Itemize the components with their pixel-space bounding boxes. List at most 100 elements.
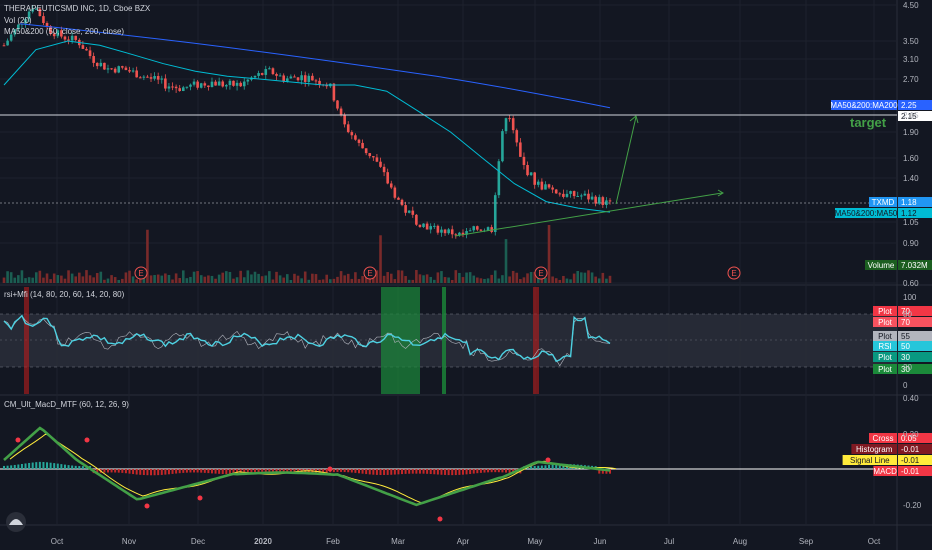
candle-body-52 [189,84,192,87]
txmd-tag-label: TXMD [872,198,895,207]
volume-bar-90 [325,274,329,283]
candle-body-70 [253,75,257,78]
candle-body-158 [569,191,572,194]
volume-bar-138 [497,278,501,283]
volume-bar-23 [85,270,88,283]
ma50-tag-label: MA50&200:MA50 [835,209,898,218]
candle-body-162 [583,193,587,196]
volume-bar-57 [207,275,210,283]
candle-body-92 [332,83,336,101]
volume-bar-82 [296,275,300,283]
rsi-tag-0-label-bg [873,306,897,316]
candle-body-72 [260,73,264,75]
candle-body-147 [529,172,533,176]
axis-labels: Oct Nov Dec 2020 Feb Mar Apr May Jun Jul Aug Sep Oct… [51,1,922,546]
volume-bar-153 [551,276,554,283]
candle-body-161 [580,195,583,197]
macd-histogram-bar-54 [196,469,199,473]
candle-body-51 [185,86,189,88]
volume-bar-58 [210,275,214,283]
candle-body-148 [533,172,536,185]
earnings-marker-3 [727,266,741,280]
volume-bar-114 [411,279,415,283]
macd-histogram-bar-5 [20,463,23,469]
macd-histogram-bar-109 [393,469,396,475]
ma50-tag-label-bg [835,208,897,218]
x-tick-2020-3: 2020 [254,537,272,546]
rsi-tag-3-value: 50 [901,342,910,351]
candle-body-88 [318,80,321,85]
macd-histogram-bar-64 [232,469,235,474]
x-tick-oct-12: Oct [868,537,881,546]
volume-bar-131 [472,275,476,283]
volume-bar-36 [131,276,135,283]
macd-histogram-bar-154 [555,464,558,469]
macd-histogram-bar-168 [605,469,608,474]
candle-body-154 [554,189,558,194]
volume-bar-163 [587,270,590,283]
candle-body-102 [368,153,372,157]
macd-histogram-bar-19 [71,465,74,469]
volume-bar-128 [461,277,465,283]
candle-body-155 [558,193,562,195]
volume-bar-84 [303,271,307,283]
volume-bar-78 [282,277,285,283]
volume-bar-10 [38,270,42,283]
candle-body-98 [354,135,357,140]
macd-histogram-bar-4 [17,464,20,469]
volume-bar-35 [128,270,131,283]
macd-histogram-bar-22 [81,466,84,469]
macd-cross-dot-3 [197,495,203,501]
volume-bar-72 [260,276,264,283]
macd-histogram-bar-34 [124,469,127,474]
volume-bar-116 [418,274,422,283]
rsi-tag-3-label-bg [873,341,897,351]
macd-histogram-bar-42 [153,469,156,476]
macd-histogram-bar-100 [361,469,364,474]
volume-bar-11 [42,277,45,283]
candle-body-87 [314,80,318,82]
macd-histogram-bar-131 [472,469,475,474]
macd-histogram-bar-73 [264,469,267,472]
macd-histogram-bar-62 [225,469,228,475]
macd-histogram-bar-92 [332,469,335,473]
macd-histogram-bar-155 [558,464,561,469]
macd-histogram-bar-26 [96,469,99,473]
trend-line[interactable] [454,192,723,237]
x-tick-jun-8: Jun [594,537,607,546]
volume-bar-91 [329,279,332,283]
macd-histogram-bar-31 [114,469,117,473]
volume-bar-99 [357,278,361,283]
macd-histogram-bar-33 [121,469,124,473]
macd-tag-2-label: Signal Line [850,456,890,465]
volume-bar-125 [450,279,454,283]
macd-histogram-bar-18 [67,465,70,469]
volume-bar-122 [440,271,443,283]
candle-body-106 [382,166,386,173]
macd-histogram-bar-52 [189,469,192,473]
volume-bar-41 [149,275,153,283]
candle-body-12 [45,22,49,27]
candle-body-160 [576,195,580,197]
volume-bar-62 [225,271,228,283]
candle-body-168 [605,200,608,205]
volume-bar-79 [285,274,289,283]
rsi-tick-1: 80 [903,310,912,319]
candle-body-55 [199,83,203,88]
candle-body-164 [590,196,594,200]
macd-tag-1-label: Histogram [856,445,893,454]
macd-histogram-bar-136 [490,469,493,473]
macd-histogram-bar-132 [476,469,479,474]
candle-body-123 [443,229,447,234]
macd-histogram-bar-48 [175,469,178,474]
volume-bar-66 [239,270,242,283]
volume-bar-81 [293,273,296,283]
volume-bar-40 [146,229,149,283]
x-tick-jul-9: Jul [664,537,674,546]
candle-body-18 [67,39,70,41]
macd-histogram-bar-140 [505,469,508,473]
target-projection-line[interactable] [615,116,637,205]
volume-bar-140 [504,239,508,283]
price-panel[interactable] [0,0,897,285]
